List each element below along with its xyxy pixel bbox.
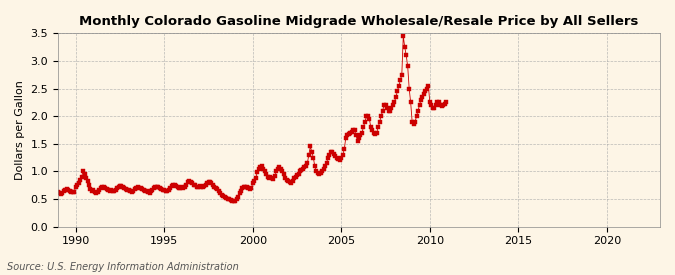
Text: Source: U.S. Energy Information Administration: Source: U.S. Energy Information Administ…	[7, 262, 238, 272]
Y-axis label: Dollars per Gallon: Dollars per Gallon	[15, 80, 25, 180]
Title: Monthly Colorado Gasoline Midgrade Wholesale/Resale Price by All Sellers: Monthly Colorado Gasoline Midgrade Whole…	[80, 15, 639, 28]
